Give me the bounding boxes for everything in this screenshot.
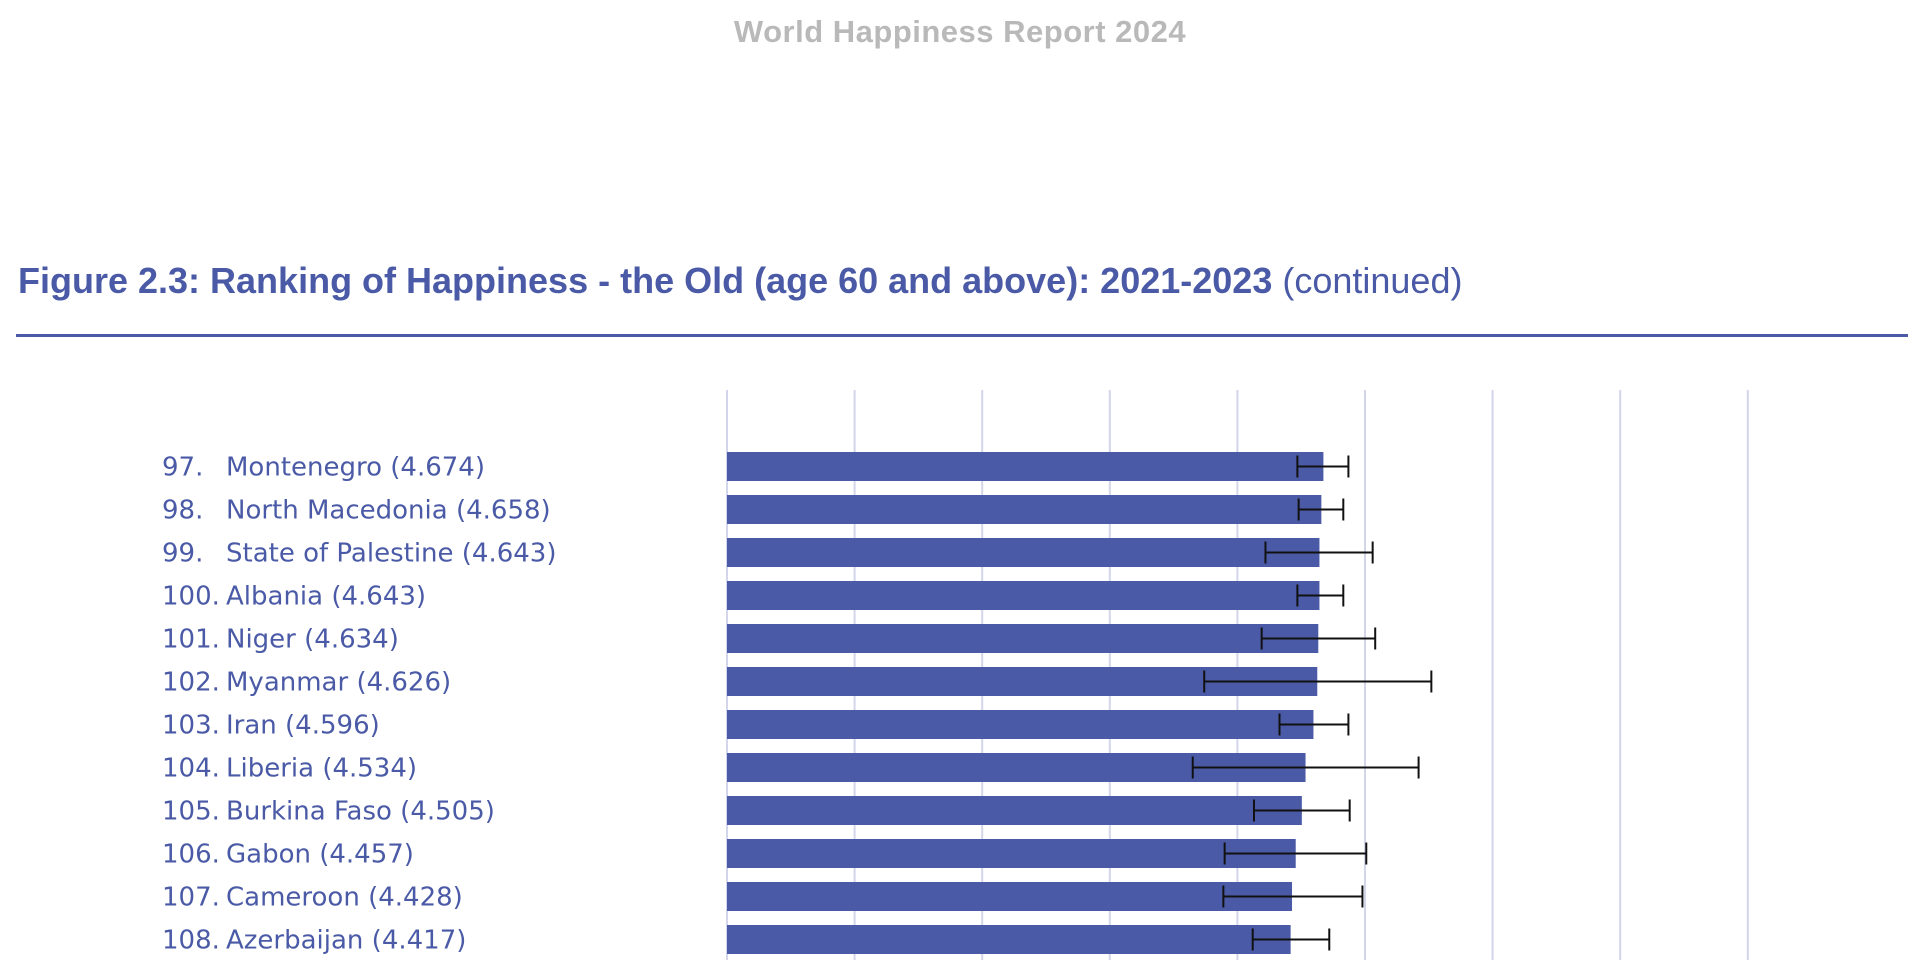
bars [727,452,1324,954]
error-bar-4 [1296,584,1345,607]
row-country-label: State of Palestine (4.643) [226,539,557,569]
row-rank: 101. [162,625,220,655]
error-bar-11 [1222,885,1364,908]
row-country-label: Cameroon (4.428) [226,883,463,913]
row-country-label: Azerbaijan (4.417) [226,926,466,956]
error-bar-8 [1191,756,1420,779]
error-bar-7 [1278,713,1350,736]
row-rank: 97. [162,453,203,483]
bar-12 [727,925,1291,954]
row-rank: 98. [162,496,203,526]
row-rank: 105. [162,797,220,827]
figure-title-main: Figure 2.3: Ranking of Happiness - the O… [18,260,1273,301]
row-country-label: Myanmar (4.626) [226,668,451,698]
bar-5 [727,624,1319,653]
title-divider [16,334,1908,337]
error-bar-9 [1252,799,1351,822]
row-rank: 106. [162,840,220,870]
row-country-label: Montenegro (4.674) [226,453,485,483]
report-header: World Happiness Report 2024 [733,14,1187,49]
bar-4 [727,581,1320,610]
bar-7 [727,710,1314,739]
error-bar-5 [1260,627,1377,650]
figure-title: Figure 2.3: Ranking of Happiness - the O… [18,260,1462,302]
error-bar-1 [1296,455,1350,478]
error-bar-10 [1223,842,1368,865]
bar-3 [727,538,1320,567]
error-bar-3 [1264,541,1374,564]
happiness-ranking-chart: 97. Montenegro (4.674) 98. North Macedonia … [162,390,1749,960]
bar-9 [727,796,1302,825]
row-country-label: Iran (4.596) [226,711,380,741]
row-country-label: Gabon (4.457) [226,840,414,870]
row-rank: 102. [162,668,220,698]
row-rank: 103. [162,711,220,741]
error-bar-6 [1203,670,1433,693]
row-country-label: Albania (4.643) [226,582,426,612]
error-bar-12 [1251,928,1331,951]
row-country-label: Liberia (4.534) [226,754,417,784]
bar-11 [727,882,1293,911]
row-country-label: Burkina Faso (4.505) [226,797,495,827]
row-rank: 100. [162,582,220,612]
bar-2 [727,495,1322,524]
row-country-label: Niger (4.634) [226,625,399,655]
row-labels: 97. Montenegro (4.674) 98. North Macedonia … [162,453,557,956]
bar-1 [727,452,1324,481]
row-rank: 99. [162,539,203,569]
row-country-label: North Macedonia (4.658) [226,496,551,526]
figure-title-suffix: (continued) [1282,260,1463,301]
row-rank: 108. [162,926,220,956]
bar-10 [727,839,1296,868]
error-bar-2 [1297,498,1345,521]
row-rank: 107. [162,883,220,913]
error-bars [1191,455,1433,951]
row-rank: 104. [162,754,220,784]
